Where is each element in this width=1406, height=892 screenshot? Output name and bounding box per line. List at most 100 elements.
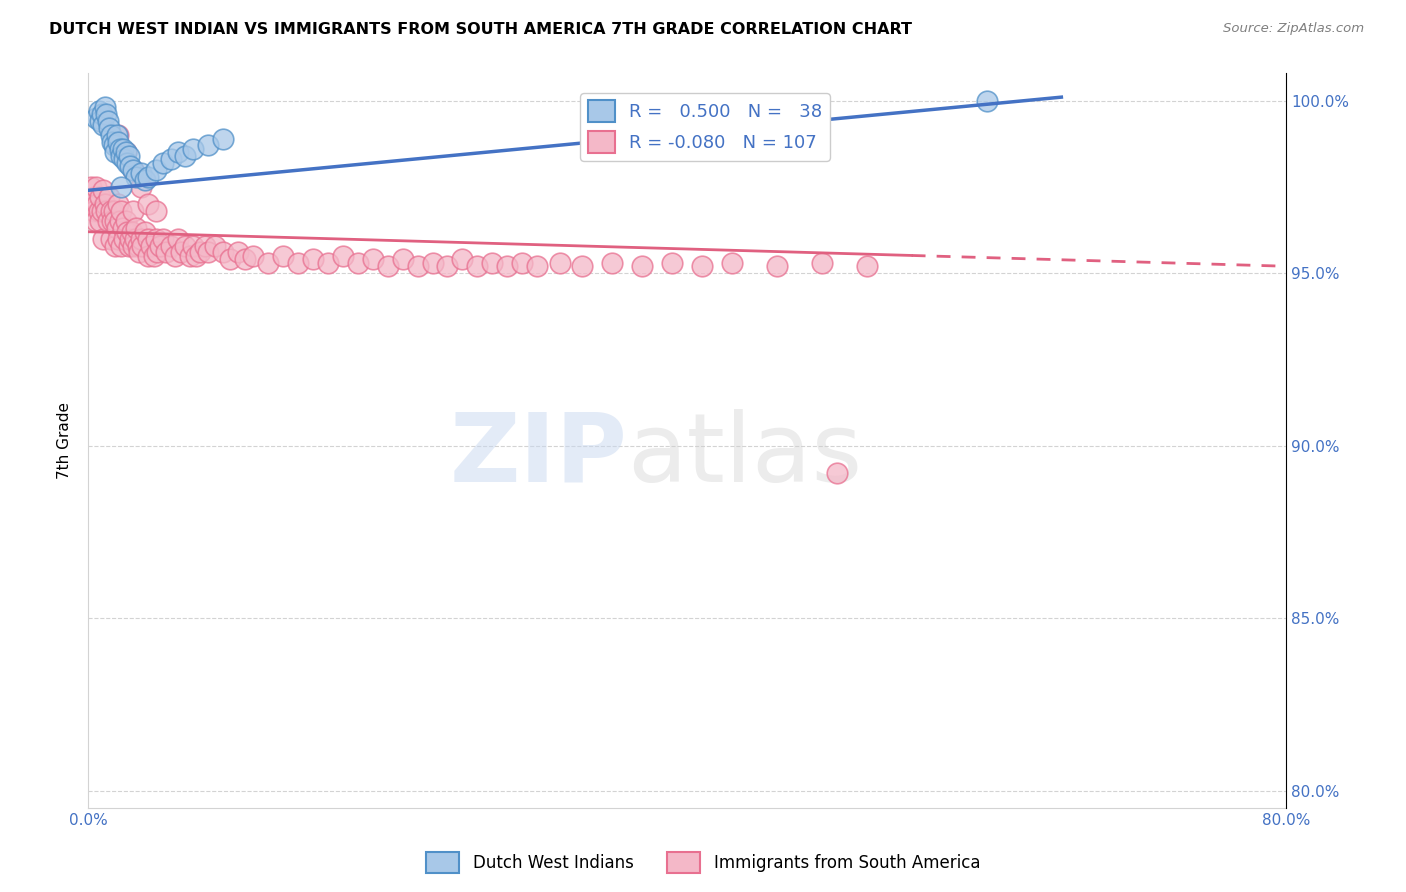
Point <box>194 238 217 252</box>
Point <box>152 232 174 246</box>
Point <box>332 249 354 263</box>
Point <box>512 256 534 270</box>
Point <box>190 245 212 260</box>
Point <box>90 107 112 121</box>
Point <box>174 238 197 252</box>
Point <box>571 259 593 273</box>
Point <box>131 238 153 252</box>
Point <box>93 197 115 211</box>
Point <box>179 249 201 263</box>
Point <box>855 259 877 273</box>
Point <box>496 259 519 273</box>
Point <box>115 225 138 239</box>
Point <box>129 179 152 194</box>
Point <box>110 179 132 194</box>
Point <box>104 145 127 160</box>
Point <box>84 111 107 125</box>
Point <box>235 252 257 267</box>
Point <box>451 252 474 267</box>
Point <box>422 256 444 270</box>
Point <box>101 214 124 228</box>
Text: Source: ZipAtlas.com: Source: ZipAtlas.com <box>1223 22 1364 36</box>
Text: DUTCH WEST INDIAN VS IMMIGRANTS FROM SOUTH AMERICA 7TH GRADE CORRELATION CHART: DUTCH WEST INDIAN VS IMMIGRANTS FROM SOU… <box>49 22 912 37</box>
Point <box>811 256 834 270</box>
Point <box>90 204 112 219</box>
Point <box>111 142 134 156</box>
Point <box>301 252 323 267</box>
Point <box>143 249 166 263</box>
Point <box>89 214 111 228</box>
Point <box>105 128 128 142</box>
Point <box>145 204 167 219</box>
Point <box>91 183 114 197</box>
Point <box>117 238 139 252</box>
Point <box>526 259 548 273</box>
Point <box>346 256 368 270</box>
Text: ZIP: ZIP <box>450 409 627 501</box>
Point <box>104 238 127 252</box>
Point <box>97 114 120 128</box>
Point <box>94 204 117 219</box>
Point <box>112 153 135 167</box>
Point <box>115 155 138 169</box>
Point <box>122 162 145 177</box>
Point <box>104 214 127 228</box>
Point <box>124 232 146 246</box>
Point <box>226 245 249 260</box>
Point <box>548 256 571 270</box>
Point <box>287 256 309 270</box>
Point <box>117 149 139 163</box>
Legend: R =   0.500   N =   38, R = -0.080   N = 107: R = 0.500 N = 38, R = -0.080 N = 107 <box>581 93 830 161</box>
Point <box>107 232 129 246</box>
Point <box>155 245 177 260</box>
Point <box>80 179 103 194</box>
Point <box>391 252 413 267</box>
Point <box>122 162 145 177</box>
Point <box>103 138 125 153</box>
Point <box>631 259 654 273</box>
Point <box>406 259 429 273</box>
Point <box>146 245 169 260</box>
Point <box>89 114 111 128</box>
Point <box>98 190 121 204</box>
Point <box>181 142 204 156</box>
Point <box>107 197 129 211</box>
Point <box>197 245 219 260</box>
Point <box>122 238 145 252</box>
Point <box>316 256 339 270</box>
Point <box>134 173 156 187</box>
Point <box>87 103 110 118</box>
Point <box>766 259 789 273</box>
Point <box>136 232 159 246</box>
Point <box>139 238 162 252</box>
Point <box>97 214 120 228</box>
Point <box>125 169 148 184</box>
Point <box>600 256 623 270</box>
Point <box>100 232 122 246</box>
Point <box>114 214 136 228</box>
Point <box>159 238 181 252</box>
Point <box>159 153 181 167</box>
Point <box>721 256 744 270</box>
Point <box>661 256 683 270</box>
Point <box>120 232 142 246</box>
Point <box>111 221 134 235</box>
Point <box>129 232 152 246</box>
Point <box>136 169 159 184</box>
Point <box>197 138 219 153</box>
Point <box>127 238 149 252</box>
Point <box>112 232 135 246</box>
Point <box>87 204 110 219</box>
Point <box>84 214 107 228</box>
Legend: Dutch West Indians, Immigrants from South America: Dutch West Indians, Immigrants from Sout… <box>419 846 987 880</box>
Point <box>825 467 848 481</box>
Point <box>86 197 108 211</box>
Point <box>361 252 384 267</box>
Point <box>103 204 125 219</box>
Point <box>467 259 489 273</box>
Point <box>136 197 159 211</box>
Point <box>114 145 136 160</box>
Point <box>110 238 132 252</box>
Point <box>184 249 207 263</box>
Point <box>84 179 107 194</box>
